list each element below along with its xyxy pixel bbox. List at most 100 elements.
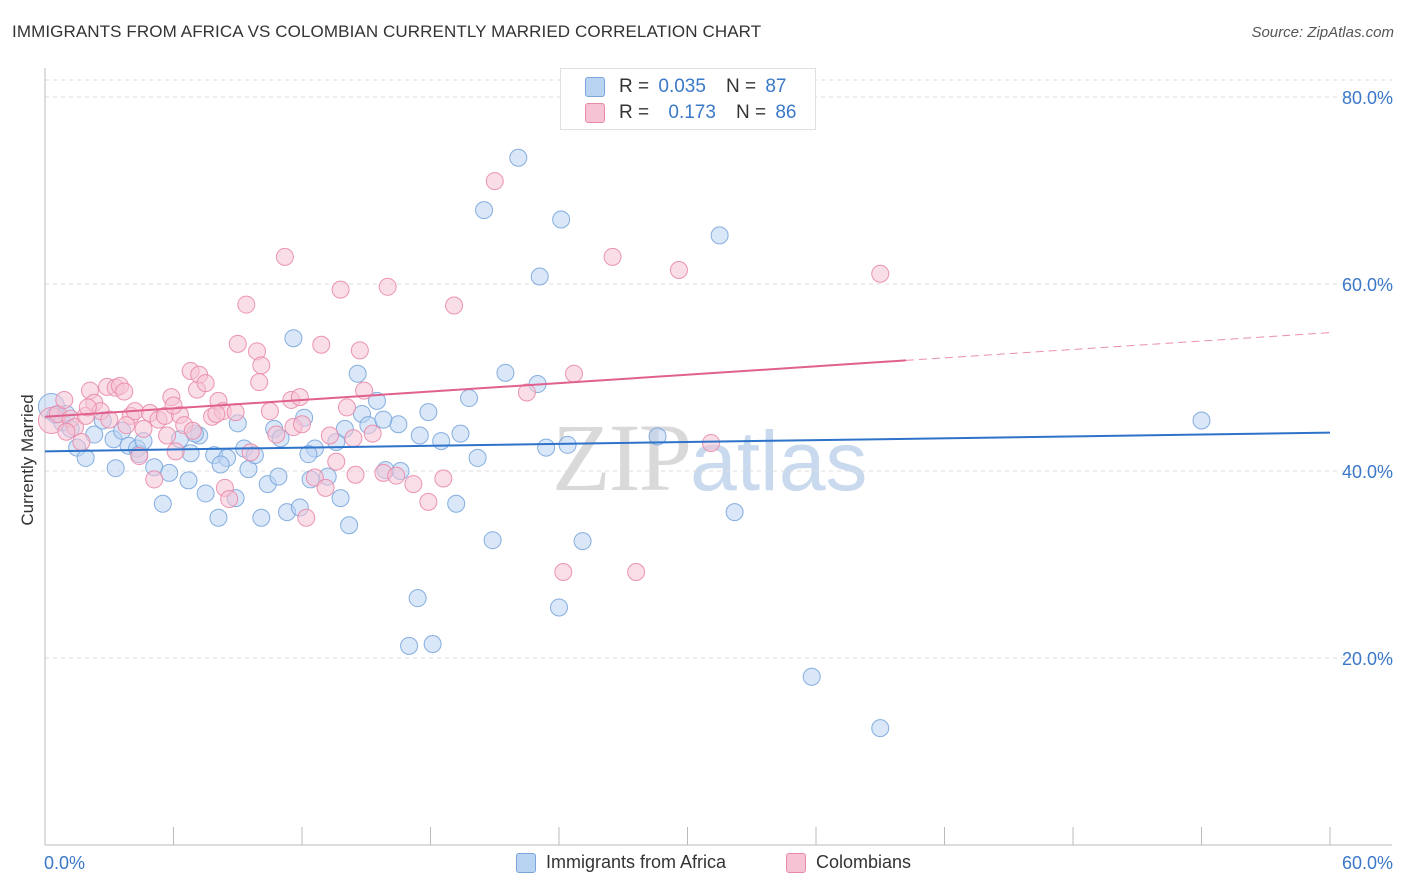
point-colombians-75 (78, 398, 97, 417)
trend-line-dashed-colombians (905, 332, 1331, 361)
point-colombians-20 (145, 470, 164, 489)
point-colombians-61 (387, 466, 406, 485)
legend-row-colombians: R = 0.173 N = 86 (585, 101, 796, 125)
point-colombians-82 (327, 452, 346, 471)
point-colombians-38 (237, 295, 256, 314)
point-africa-47 (348, 364, 367, 383)
point-africa-23 (196, 484, 215, 503)
point-colombians-60 (378, 277, 397, 296)
point-colombians-73 (702, 433, 721, 452)
point-colombians-58 (363, 424, 382, 443)
point-colombians-74 (871, 264, 890, 283)
point-colombians-80 (207, 404, 226, 423)
point-africa-74 (573, 532, 592, 551)
point-colombians-17 (130, 447, 149, 466)
point-africa-72 (552, 210, 571, 229)
point-colombians-63 (419, 492, 438, 511)
point-africa-54 (400, 636, 419, 655)
point-africa-61 (451, 424, 470, 443)
point-africa-62 (460, 389, 479, 408)
point-colombians-47 (290, 388, 309, 407)
point-colombians-2 (55, 390, 74, 409)
point-africa-85 (299, 445, 318, 464)
point-africa-52 (389, 415, 408, 434)
point-colombians-84 (183, 421, 202, 440)
colombians-swatch (585, 103, 605, 123)
point-africa-21 (181, 444, 200, 463)
legend-colombians-label: Colombians (816, 852, 912, 872)
legend-item-colombians[interactable]: Colombians (786, 852, 911, 873)
point-colombians-11 (100, 410, 119, 429)
point-africa-70 (537, 438, 556, 457)
point-africa-56 (410, 426, 429, 445)
point-colombians-83 (346, 465, 365, 484)
trend-line-africa (44, 431, 1331, 453)
point-colombians-48 (297, 508, 316, 527)
point-africa-32 (252, 508, 271, 527)
legend-africa-swatch (516, 852, 536, 873)
x-tick-label-min: 0.0% (44, 853, 85, 873)
point-africa-55 (408, 589, 427, 608)
point-africa-17 (153, 494, 172, 513)
r-label-colombians: R = (619, 102, 650, 123)
point-africa-25 (209, 508, 228, 527)
point-africa-80 (871, 719, 890, 738)
point-colombians-81 (293, 415, 311, 434)
point-colombians-5 (72, 433, 91, 452)
point-africa-66 (496, 363, 515, 382)
point-colombians-55 (344, 429, 363, 448)
point-africa-84 (374, 410, 393, 429)
legend-colombians-swatch (786, 852, 806, 873)
point-africa-75 (648, 427, 667, 446)
point-colombians-77 (250, 373, 269, 392)
correlation-legend: R = 0.035 N = 87 R = 0.173 N = 86 (560, 68, 816, 130)
point-africa-69 (530, 267, 549, 286)
n-label-colombians: N = (735, 102, 767, 123)
point-africa-86 (211, 455, 230, 474)
point-colombians-71 (627, 562, 646, 581)
point-colombians-66 (485, 172, 504, 191)
point-africa-44 (331, 489, 350, 508)
africa-swatch (585, 77, 605, 97)
point-africa-6 (76, 448, 95, 467)
point-africa-79 (802, 667, 821, 686)
point-colombians-76 (164, 396, 183, 415)
point-colombians-24 (166, 442, 185, 461)
point-colombians-35 (220, 490, 239, 509)
point-africa-35 (269, 467, 288, 486)
y-tick-label-80: 80.0% (1342, 88, 1393, 108)
point-africa-10 (106, 459, 125, 478)
point-africa-76 (710, 226, 729, 245)
y-axis-title: Currently Married (18, 394, 37, 525)
y-tick-label-60: 60.0% (1342, 275, 1393, 295)
point-colombians-30 (196, 374, 215, 393)
point-colombians-64 (434, 469, 453, 488)
point-colombians-78 (117, 416, 136, 435)
legend-item-africa[interactable]: Immigrants from Africa (516, 852, 726, 873)
point-colombians-52 (320, 426, 339, 445)
legend-row-africa: R = 0.035 N = 87 (585, 75, 786, 99)
point-colombians-39 (241, 443, 260, 462)
series-legend: Immigrants from Africa Colombians (0, 852, 1406, 878)
r-value-colombians: 0.173 (668, 102, 716, 123)
point-africa-77 (725, 503, 744, 522)
point-colombians-67 (517, 383, 536, 402)
point-colombians-65 (445, 296, 464, 315)
point-africa-50 (367, 391, 386, 410)
point-africa-81 (1192, 411, 1211, 430)
point-colombians-79 (158, 426, 177, 445)
source-label: Source: ZipAtlas.com (1251, 24, 1394, 41)
point-colombians-70 (603, 247, 622, 266)
point-colombians-51 (316, 478, 335, 497)
chart-title: IMMIGRANTS FROM AFRICA VS COLOMBIAN CURR… (12, 22, 762, 41)
r-label-africa: R = (619, 76, 650, 97)
point-colombians-85 (57, 422, 76, 441)
point-africa-63 (468, 448, 487, 467)
point-colombians-36 (226, 403, 245, 422)
legend-africa-label: Immigrants from Africa (546, 852, 727, 872)
point-colombians-62 (404, 475, 423, 494)
point-colombians-37 (228, 334, 247, 353)
point-africa-58 (423, 634, 442, 653)
r-value-africa: 0.035 (658, 76, 706, 97)
